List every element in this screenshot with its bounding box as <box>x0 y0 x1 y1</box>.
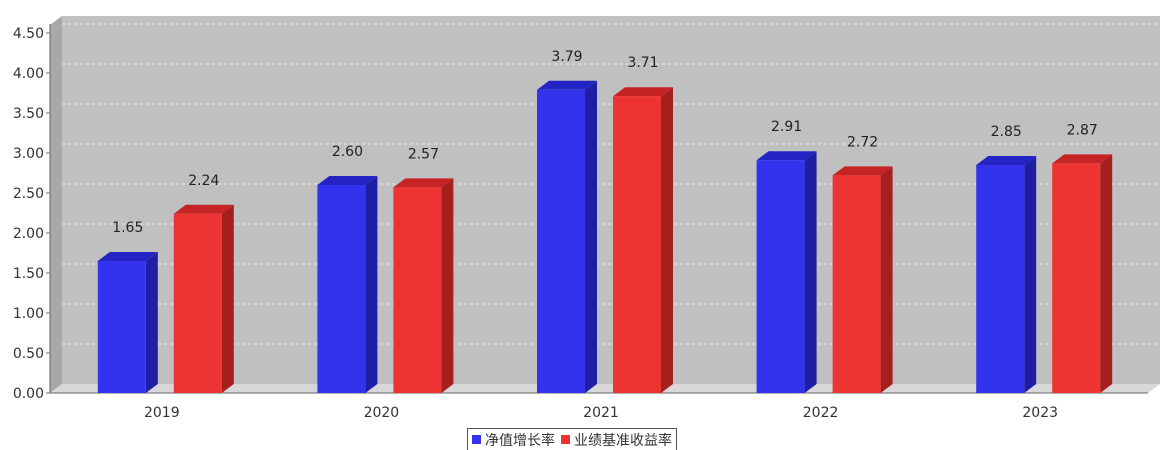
y-tick-label: 0.50 <box>13 346 44 362</box>
y-tick-label: 3.00 <box>13 146 44 162</box>
bar <box>976 165 1025 393</box>
data-label: 2.91 <box>771 119 802 135</box>
bar-top <box>393 178 454 188</box>
bar-top <box>97 252 158 261</box>
bar <box>613 96 661 393</box>
bar <box>393 187 442 393</box>
legend-item-series-2: 业绩基准收益率 <box>561 430 672 450</box>
data-label: 2.85 <box>991 124 1022 140</box>
bar-top <box>317 176 378 185</box>
y-tick-label: 4.50 <box>13 26 44 42</box>
bar <box>537 89 585 394</box>
y-tick-label: 1.50 <box>13 266 44 282</box>
y-tick-label: 0.00 <box>13 386 44 402</box>
bar-top <box>613 87 673 97</box>
x-tick-label: 2019 <box>144 405 180 421</box>
legend-swatch-series-2 <box>561 435 570 444</box>
bar-top <box>756 151 817 161</box>
bar-side <box>365 176 378 393</box>
data-label: 3.79 <box>551 49 582 65</box>
bar <box>832 175 881 393</box>
bar <box>317 185 366 393</box>
bar <box>173 213 222 393</box>
y-tick-label: 3.50 <box>13 106 44 122</box>
bar-top <box>173 204 234 214</box>
x-tick-label: 2020 <box>364 405 400 421</box>
data-label: 3.71 <box>627 55 658 71</box>
x-tick-label: 2021 <box>583 405 619 421</box>
y-tick-label: 1.00 <box>13 306 44 322</box>
bar-side <box>441 178 454 393</box>
left-wall <box>50 16 62 393</box>
bar-side <box>145 252 158 393</box>
bar <box>756 160 805 393</box>
bar-top <box>832 166 893 176</box>
chart-canvas: 0.00 0.50 1.00 1.50 2.00 2.50 3.00 3.50 4.00 4.50… <box>13 16 1160 421</box>
data-label: 2.24 <box>188 173 219 189</box>
data-label: 1.65 <box>112 220 143 236</box>
bar-side <box>1100 154 1113 393</box>
legend: 净值增长率 业绩基准收益率 <box>467 428 677 450</box>
y-tick-label: 2.50 <box>13 186 44 202</box>
legend-item-series-1: 净值增长率 <box>472 430 555 450</box>
data-label: 2.72 <box>847 134 878 150</box>
bar-side <box>661 87 673 393</box>
y-tick-label: 4.00 <box>13 66 44 82</box>
bar-top <box>537 80 597 90</box>
y-tick-label: 2.00 <box>13 226 44 242</box>
legend-label-series-2: 业绩基准收益率 <box>574 432 672 449</box>
bar-top <box>976 156 1037 165</box>
bar-side <box>221 204 234 393</box>
data-label: 2.60 <box>332 144 363 160</box>
bar-side <box>1024 156 1037 393</box>
x-tick-label: 2022 <box>803 405 839 421</box>
bar-top <box>1052 154 1113 164</box>
legend-swatch-series-1 <box>472 435 481 444</box>
legend-label-series-1: 净值增长率 <box>485 432 555 449</box>
x-tick-label: 2023 <box>1022 405 1058 421</box>
bar-side <box>880 166 893 393</box>
bar <box>97 261 146 393</box>
data-label: 2.87 <box>1067 122 1098 138</box>
bar-side <box>804 151 817 393</box>
bar <box>1052 163 1101 393</box>
bar-side <box>585 80 597 394</box>
data-label: 2.57 <box>408 146 439 162</box>
